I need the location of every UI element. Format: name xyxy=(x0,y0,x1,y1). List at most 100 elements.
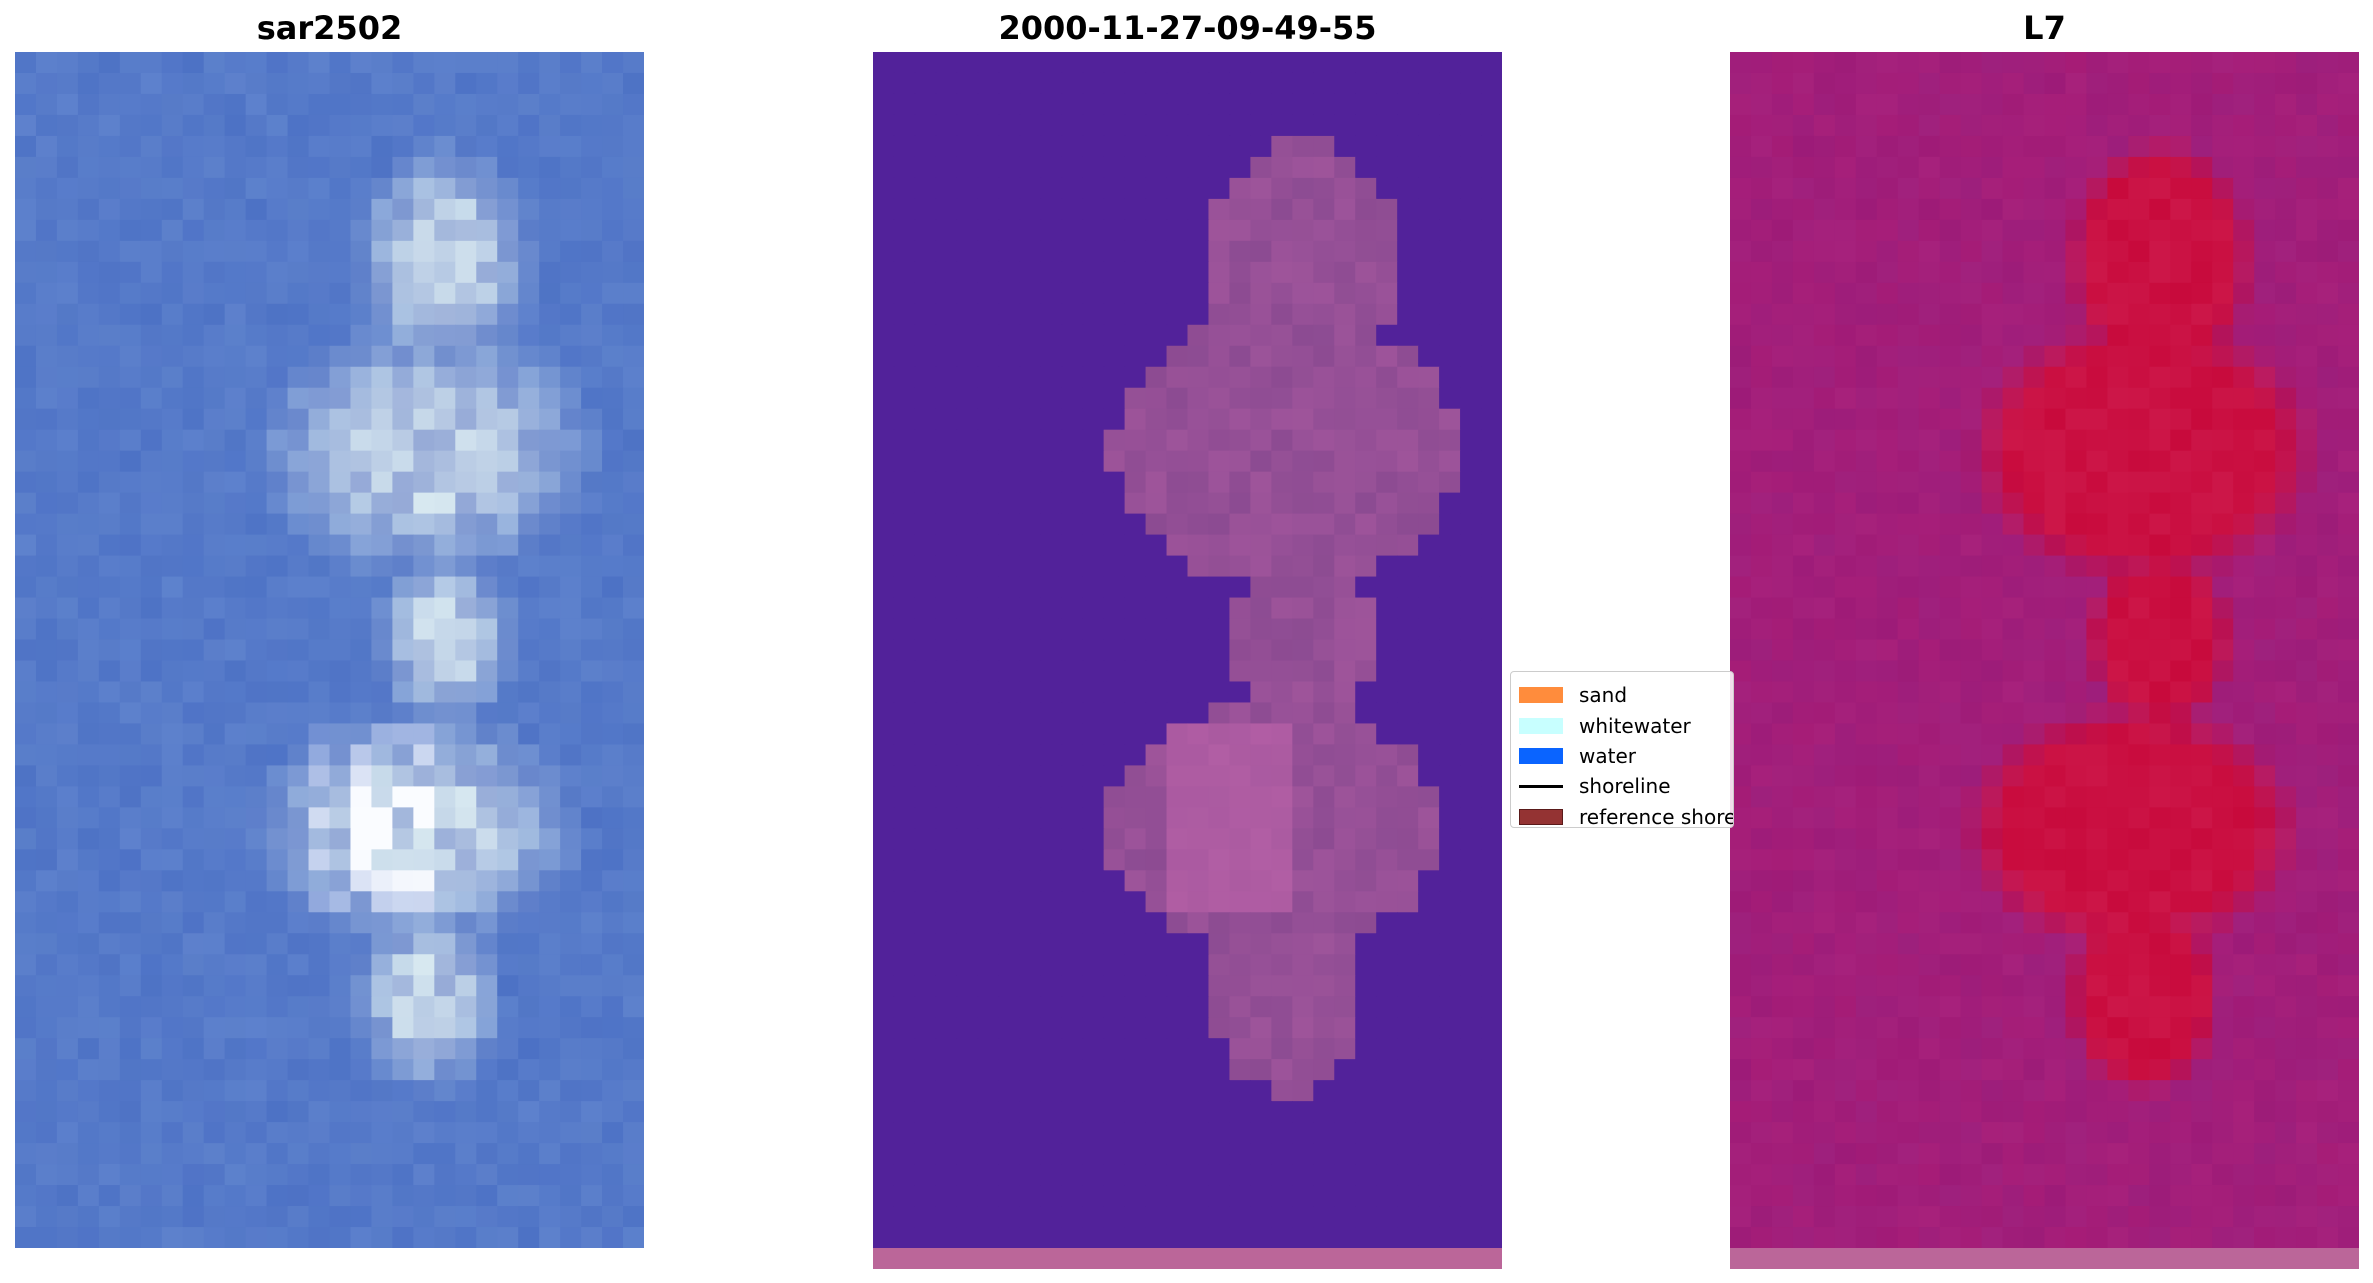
class-pixel xyxy=(1418,681,1440,704)
index-pixel xyxy=(1855,807,1878,829)
index-pixel xyxy=(1918,639,1941,662)
class-pixel xyxy=(935,492,958,515)
rgb-pixel xyxy=(35,912,58,934)
rgb-pixel xyxy=(434,996,456,1018)
index-pixel xyxy=(1771,345,1794,368)
class-pixel xyxy=(1229,1206,1251,1228)
index-pixel xyxy=(2296,93,2318,116)
rgb-pixel xyxy=(140,660,163,683)
index-pixel xyxy=(2086,1080,2108,1102)
rgb-pixel xyxy=(371,219,393,242)
index-pixel xyxy=(2002,555,2025,578)
index-pixel xyxy=(2233,576,2255,599)
rgb-pixel xyxy=(203,954,226,976)
class-pixel xyxy=(873,177,895,200)
class-pixel xyxy=(1082,324,1105,347)
index-pixel xyxy=(1813,513,1836,536)
index-pixel xyxy=(2296,597,2318,620)
class-pixel xyxy=(1229,114,1251,137)
rgb-pixel xyxy=(182,702,205,725)
class-pixel xyxy=(1229,933,1251,955)
index-pixel xyxy=(1813,240,1836,263)
rgb-pixel xyxy=(224,1206,247,1228)
rgb-pixel xyxy=(308,702,331,725)
class-pixel xyxy=(1061,870,1084,892)
index-pixel xyxy=(2044,387,2067,410)
rgb-pixel xyxy=(497,1059,519,1081)
index-pixel xyxy=(1855,408,1878,431)
rgb-pixel xyxy=(602,324,624,347)
index-pixel xyxy=(2317,156,2339,179)
index-pixel xyxy=(2254,639,2276,662)
index-pixel xyxy=(1897,471,1920,494)
class-pixel xyxy=(1061,492,1084,515)
rgb-pixel xyxy=(434,366,456,389)
rgb-pixel xyxy=(413,345,435,368)
rgb-pixel xyxy=(182,366,205,389)
class-pixel xyxy=(1250,597,1272,620)
rgb-pixel xyxy=(308,114,331,137)
class-pixel xyxy=(1271,93,1293,116)
rgb-pixel xyxy=(224,1059,247,1081)
class-pixel xyxy=(1019,912,1042,934)
rgb-pixel xyxy=(455,492,477,515)
index-pixel xyxy=(2170,513,2192,536)
rgb-pixel xyxy=(224,450,247,473)
class-pixel xyxy=(956,93,979,116)
rgb-pixel xyxy=(308,387,331,410)
class-pixel xyxy=(1145,765,1168,787)
rgb-pixel xyxy=(224,597,247,620)
class-pixel xyxy=(893,156,916,179)
class-pixel xyxy=(873,555,895,578)
class-pixel xyxy=(1460,114,1482,137)
class-pixel xyxy=(956,1059,979,1081)
rgb-pixel xyxy=(623,618,644,641)
class-pixel xyxy=(1208,639,1231,662)
index-pixel xyxy=(2233,93,2255,116)
class-pixel xyxy=(1229,555,1251,578)
index-pixel xyxy=(2254,345,2276,368)
rgb-pixel xyxy=(560,828,582,850)
class-pixel xyxy=(1019,555,1042,578)
index-pixel xyxy=(2191,408,2213,431)
class-pixel xyxy=(1208,1080,1231,1102)
class-pixel xyxy=(873,1143,895,1165)
rgb-pixel xyxy=(413,807,435,829)
class-pixel xyxy=(1208,1038,1231,1060)
index-pixel xyxy=(2212,681,2234,704)
class-pixel xyxy=(914,807,937,829)
index-pixel xyxy=(1771,912,1794,934)
rgb-pixel xyxy=(392,408,414,431)
index-pixel xyxy=(1834,954,1857,976)
class-pixel xyxy=(914,765,937,787)
rgb-pixel xyxy=(455,744,477,766)
index-pixel xyxy=(2086,177,2108,200)
rgb-pixel xyxy=(476,345,498,368)
index-pixel xyxy=(2191,135,2213,158)
rgb-pixel xyxy=(56,1185,79,1207)
class-pixel xyxy=(893,870,916,892)
class-pixel xyxy=(914,660,937,683)
class-pixel xyxy=(873,240,895,263)
class-pixel xyxy=(1061,1017,1084,1039)
class-pixel xyxy=(998,933,1021,955)
rgb-pixel xyxy=(119,513,142,536)
class-pixel xyxy=(1397,744,1419,766)
rgb-pixel xyxy=(539,1038,561,1060)
class-pixel xyxy=(1103,975,1126,997)
class-pixel xyxy=(956,345,979,368)
index-pixel xyxy=(1813,1101,1836,1123)
class-pixel xyxy=(1334,135,1356,158)
rgb-pixel xyxy=(350,807,373,829)
index-pixel xyxy=(2212,870,2234,892)
class-pixel xyxy=(1313,786,1335,808)
index-pixel xyxy=(1771,408,1794,431)
class-pixel xyxy=(998,954,1021,976)
index-pixel xyxy=(2233,387,2255,410)
index-pixel xyxy=(1855,1059,1878,1081)
class-pixel xyxy=(1376,177,1398,200)
rgb-pixel xyxy=(161,513,184,536)
index-pixel xyxy=(2002,765,2025,787)
class-pixel xyxy=(1124,492,1147,515)
rgb-pixel xyxy=(245,1122,268,1144)
